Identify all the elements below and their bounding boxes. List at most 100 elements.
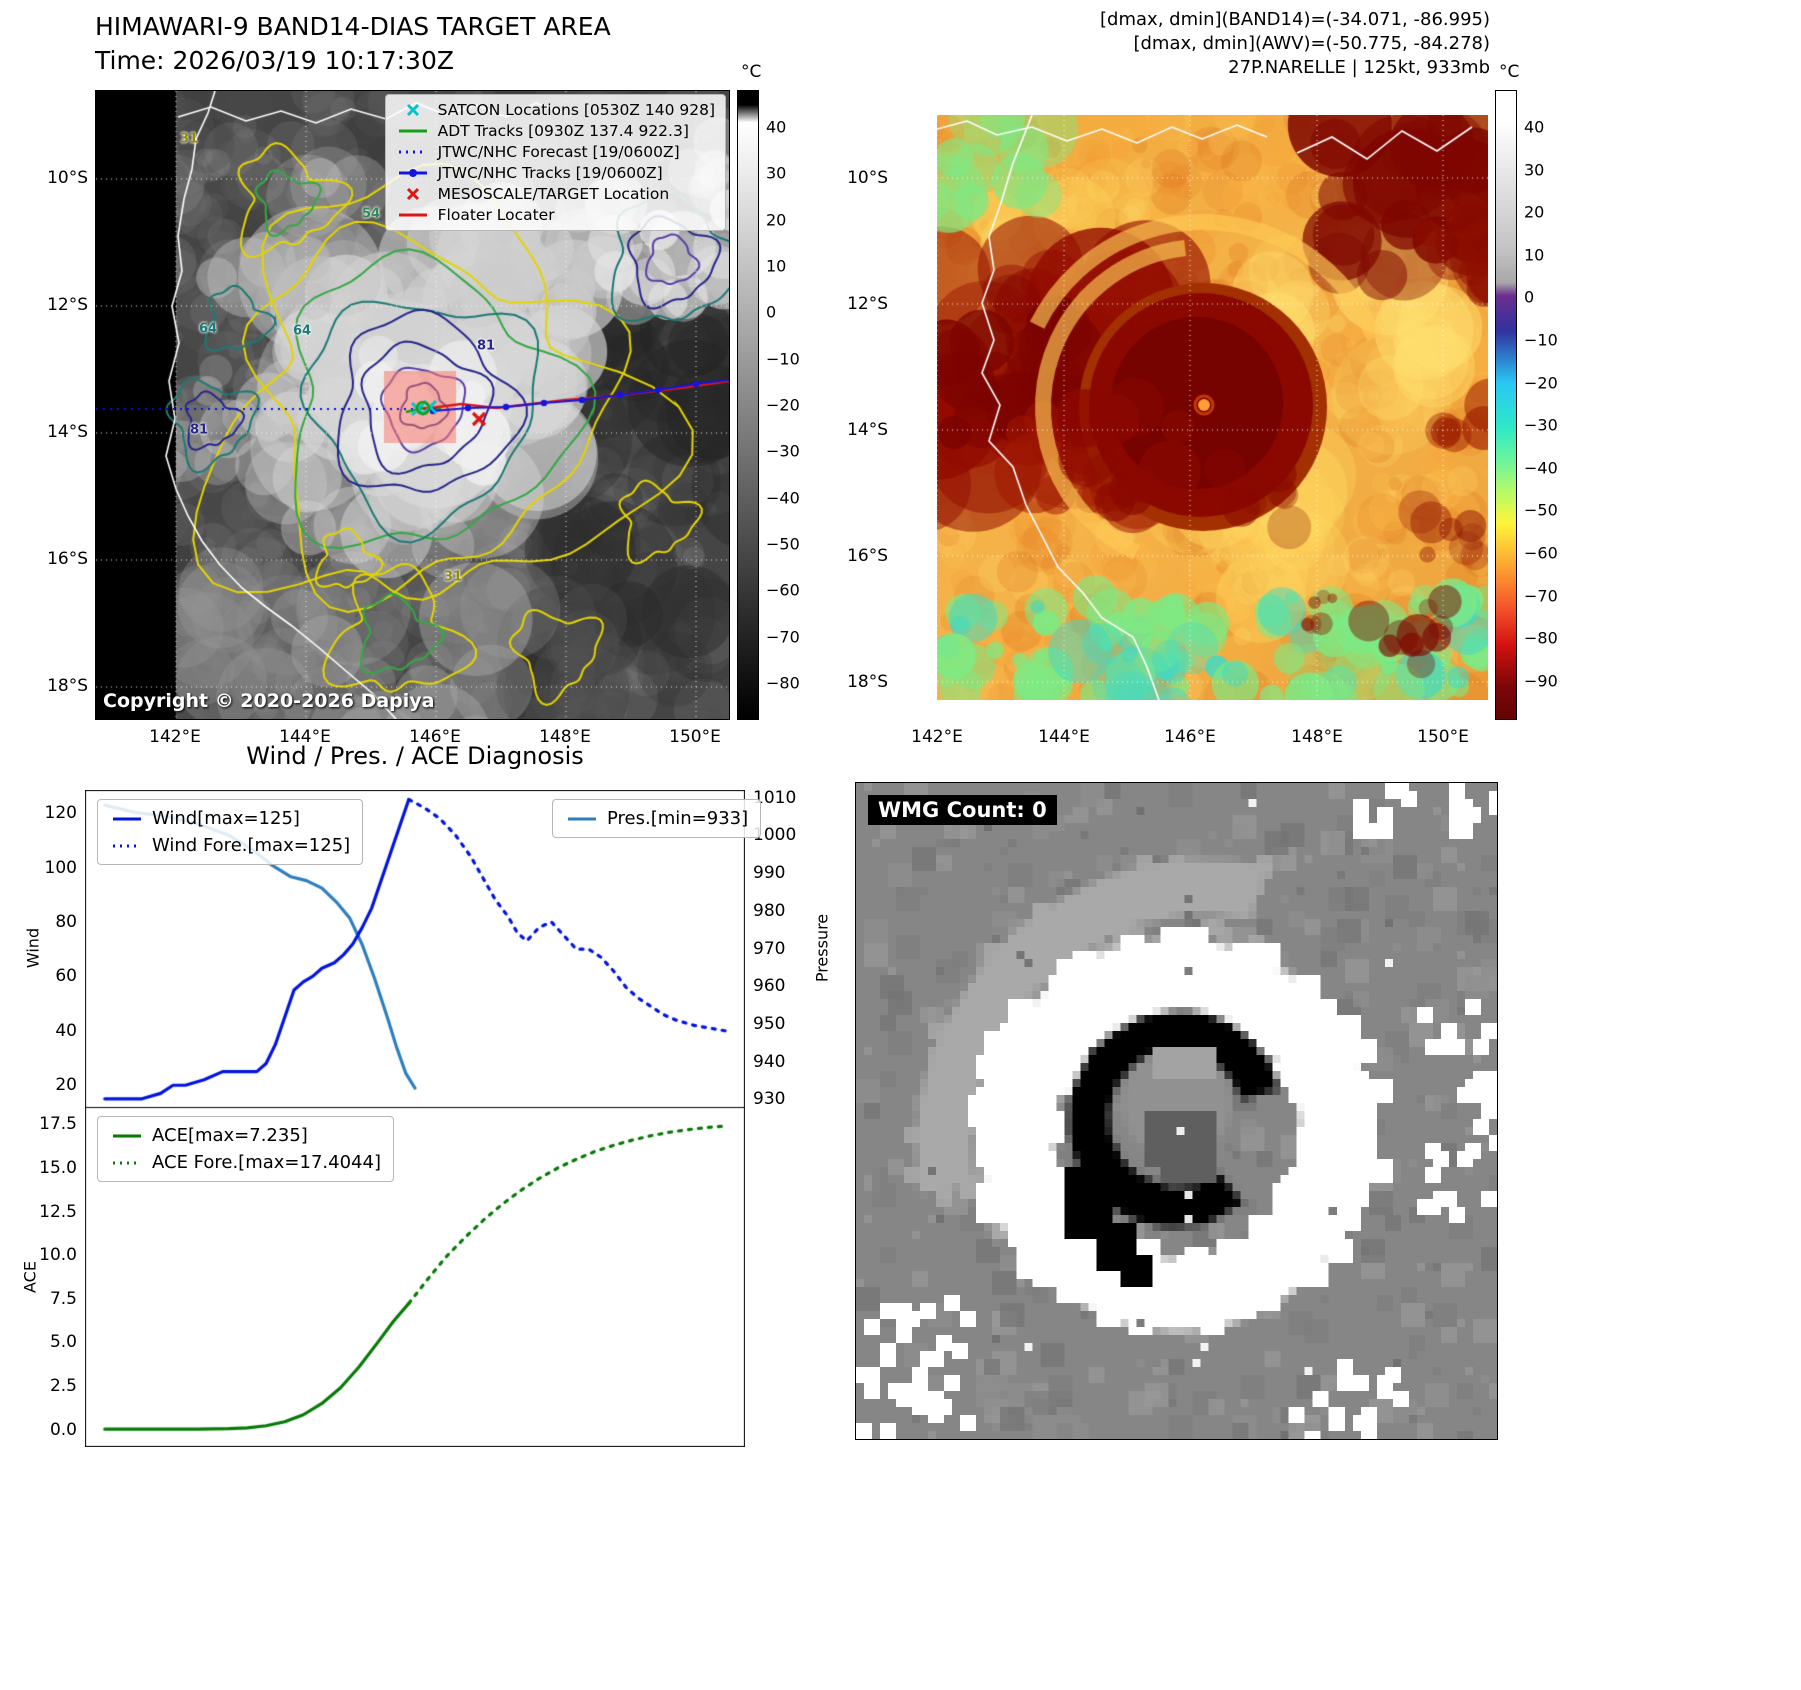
right-map-header: [dmax, dmin](BAND14)=(-34.071, -86.995) … [1100,8,1490,80]
left-colorbar-tick: −40 [766,488,800,508]
pressure-ytick: 960 [753,976,786,997]
pressure-legend: Pres.[min=933] [552,799,762,838]
ace-forecast-series-label: ACE Fore.[max=17.4044] [152,1152,381,1173]
pressure-series: Pres.[min=933] [565,808,748,829]
right-colorbar-tick: 40 [1524,117,1545,137]
right-colorbar [1495,90,1517,720]
right-colorbar-tick: 20 [1524,202,1545,222]
left-colorbar-tick: −10 [766,349,800,369]
track-line-dot: JTWC/NHC Tracks [19/0600Z] [396,164,715,182]
right-colorbar-tick: −50 [1524,500,1558,520]
pressure-series-icon [565,811,599,827]
satcon-x: SATCON Locations [0530Z 140 928] [396,101,715,119]
left-colorbar-tick: 10 [766,256,787,276]
floater-line-label: Floater Locater [437,206,555,224]
ace-ytick: 10.0 [39,1245,77,1266]
left-map-xtick: 150°E [669,727,721,747]
left-colorbar-tick: −50 [766,534,800,554]
satcon-x-label: SATCON Locations [0530Z 140 928] [437,101,715,119]
left-map-xtick: 148°E [539,727,591,747]
left-map-ytick: 10°S [47,168,88,188]
left-colorbar-tick: 30 [766,163,787,183]
left-map-xtick: 146°E [409,727,461,747]
contour-label: 81 [476,338,496,354]
left-colorbar-tick: −30 [766,441,800,461]
left-colorbar-tick: −60 [766,580,800,600]
adt-track-line-label: ADT Tracks [0930Z 137.4 922.3] [437,122,689,140]
wind-axis-label: Wind [23,927,43,969]
contour-label: 64 [198,321,218,337]
forecast-dotted-line: JTWC/NHC Forecast [19/0600Z] [396,143,715,161]
satcon-x-icon [396,102,430,118]
pressure-ytick: 980 [753,900,786,921]
contour-label: 31 [179,131,199,147]
contour-label: 64 [292,323,312,339]
pressure-ytick: 1010 [753,787,797,808]
left-map-ytick: 12°S [47,295,88,315]
left-map-xtick: 144°E [279,727,331,747]
left-colorbar-tick: −20 [766,395,800,415]
right-colorbar-tick: −40 [1524,458,1558,478]
left-map-ytick: 18°S [47,676,88,696]
wind-series-label: Wind[max=125] [152,808,300,829]
awv-satellite-image [937,115,1488,700]
right-colorbar-tick: −60 [1524,543,1558,563]
right-map-xtick: 142°E [911,727,963,747]
right-colorbar-tick: −20 [1524,373,1558,393]
ace-series-label: ACE[max=7.235] [152,1125,308,1146]
wind-ytick: 100 [44,857,77,878]
right-map-xtick: 146°E [1164,727,1216,747]
target-x: MESOSCALE/TARGET Location [396,185,715,203]
forecast-dotted-line-icon [396,144,430,160]
band14-map-panel: SATCON Locations [0530Z 140 928] ADT Trac… [95,90,730,720]
dmax-dmin-band14-text: [dmax, dmin](BAND14)=(-34.071, -86.995) [1100,9,1490,30]
right-colorbar-tick: −80 [1524,628,1558,648]
pressure-ytick: 950 [753,1013,786,1034]
right-colorbar-tick: 0 [1524,287,1535,307]
left-map-ytick: 16°S [47,549,88,569]
right-colorbar-tick: 10 [1524,245,1545,265]
ace-forecast-series: ACE Fore.[max=17.4044] [110,1152,381,1173]
right-colorbar-tick: 30 [1524,160,1545,180]
pressure-ytick: 940 [753,1051,786,1072]
pressure-ytick: 990 [753,863,786,884]
dmax-dmin-awv-text: [dmax, dmin](AWV)=(-50.775, -84.278) [1133,33,1490,54]
wind-series-icon [110,811,144,827]
target-x-icon [396,186,430,202]
ace-series: ACE[max=7.235] [110,1125,381,1146]
left-map-ytick: 14°S [47,422,88,442]
right-colorbar-tick: −90 [1524,671,1558,691]
right-map-ytick: 16°S [847,546,888,566]
wind-legend: Wind[max=125] Wind Fore.[max=125] [97,799,364,865]
diagnosis-title: Wind / Pres. / ACE Diagnosis [246,742,584,770]
track-line-dot-label: JTWC/NHC Tracks [19/0600Z] [437,164,663,182]
ace-series-icon [110,1128,144,1144]
adt-track-line-icon [396,123,430,139]
left-colorbar-unit: °C [741,62,762,82]
right-map-ytick: 14°S [847,420,888,440]
wind-forecast-series-label: Wind Fore.[max=125] [152,835,351,856]
wind-ytick: 60 [55,966,77,987]
awv-map-panel [937,115,1488,700]
wind-ytick: 80 [55,911,77,932]
ace-legend: ACE[max=7.235] ACE Fore.[max=17.4044] [97,1116,394,1182]
left-colorbar-tick: 0 [766,302,777,322]
ace-ytick: 0.0 [49,1419,77,1440]
right-map-xtick: 144°E [1038,727,1090,747]
right-map-ytick: 10°S [847,168,888,188]
pressure-ytick: 970 [753,938,786,959]
left-map-xtick: 142°E [149,727,201,747]
left-map-legend: SATCON Locations [0530Z 140 928] ADT Trac… [384,94,726,231]
contour-label: 81 [189,422,209,438]
contour-label: 31 [443,569,463,585]
adt-track-line: ADT Tracks [0930Z 137.4 922.3] [396,122,715,140]
copyright-text: Copyright © 2020-2026 Dapiya [103,690,435,712]
pressure-axis-label: Pressure [812,913,832,983]
wind-ytick: 40 [55,1020,77,1041]
left-map-time-label: Time: 2026/03/19 10:17:30Z [95,46,454,75]
right-colorbar-tick: −30 [1524,415,1558,435]
ace-ytick: 15.0 [39,1158,77,1179]
wind-ytick: 20 [55,1075,77,1096]
wmg-panel: WMG Count: 0 [855,782,1498,1440]
right-colorbar-tick: −70 [1524,586,1558,606]
